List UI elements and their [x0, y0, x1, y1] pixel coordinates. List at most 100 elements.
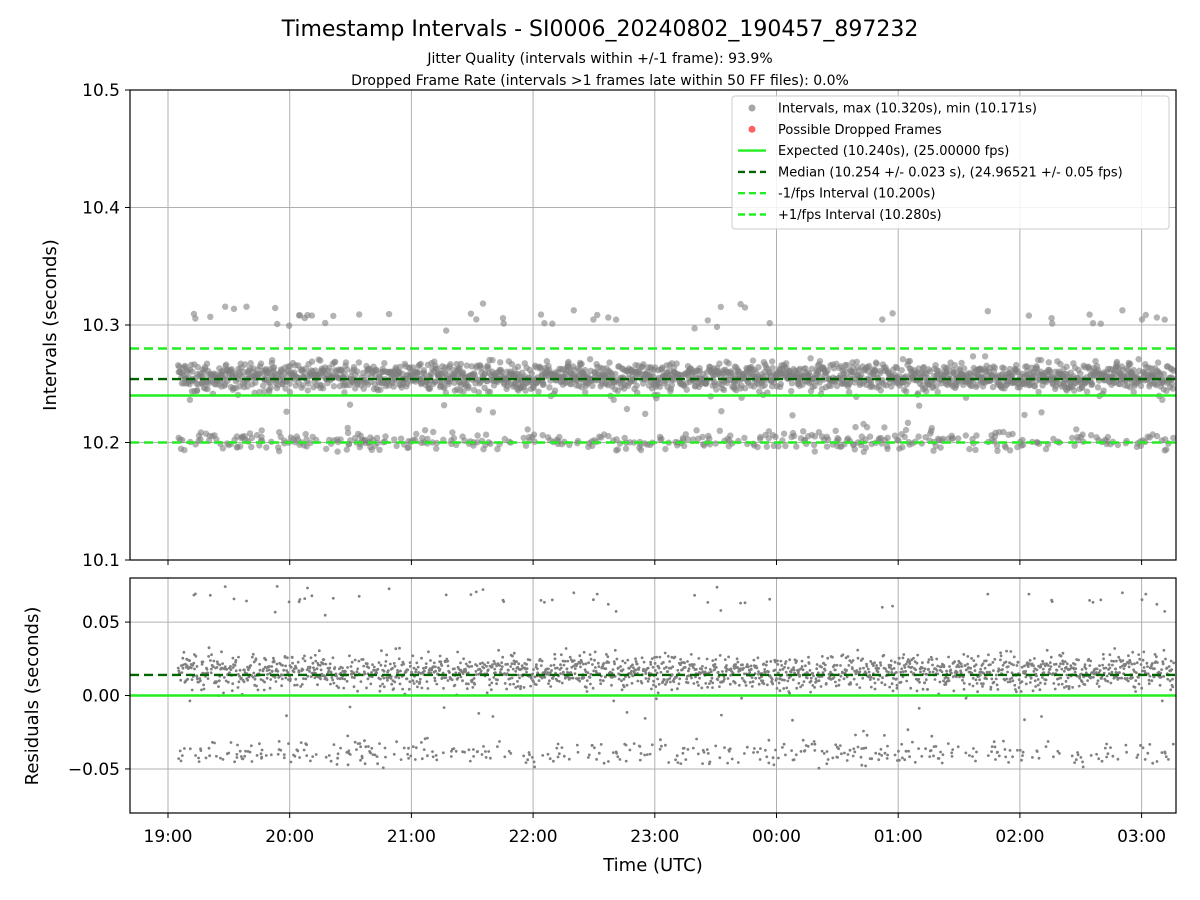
interval-point	[1137, 442, 1145, 449]
residual-point	[724, 669, 728, 673]
interval-point	[737, 300, 744, 308]
residual-point	[309, 675, 313, 678]
residual-point	[525, 663, 528, 666]
residual-point	[1105, 755, 1108, 759]
residual-point	[353, 658, 357, 662]
residual-point	[726, 677, 730, 680]
residual-point	[198, 677, 202, 680]
residual-point	[999, 658, 1002, 662]
residual-point	[1061, 651, 1065, 655]
residual-point	[605, 653, 608, 656]
interval-point	[390, 383, 397, 390]
interval-point	[932, 362, 939, 369]
residual-point	[674, 758, 677, 762]
residual-point	[748, 681, 752, 684]
residual-point	[178, 749, 182, 753]
residual-point	[884, 667, 887, 671]
residual-point	[369, 751, 372, 755]
residual-point	[585, 690, 589, 693]
interval-point	[181, 446, 188, 454]
residual-point	[635, 662, 639, 666]
residual-point	[180, 671, 184, 674]
residual-point	[414, 668, 418, 671]
residual-point	[197, 756, 201, 760]
residual-point	[1036, 683, 1040, 687]
residual-point	[208, 754, 212, 758]
residual-point	[1070, 666, 1073, 670]
residual-point	[209, 659, 212, 662]
residual-point	[300, 683, 304, 686]
residual-point	[879, 663, 883, 667]
residual-point	[853, 750, 857, 754]
interval-point	[283, 408, 290, 415]
residual-point	[258, 742, 261, 746]
residual-point	[593, 658, 596, 662]
residual-point	[782, 742, 786, 746]
residual-point	[585, 679, 589, 682]
residual-point	[509, 752, 513, 755]
residual-point	[180, 754, 184, 757]
residual-point	[364, 745, 368, 749]
residual-point	[236, 686, 240, 689]
interval-point	[346, 401, 354, 408]
residual-point	[792, 668, 796, 672]
residual-point	[532, 760, 536, 764]
interval-point	[413, 430, 420, 438]
residual-point	[1137, 653, 1141, 656]
interval-point	[793, 443, 800, 450]
residual-point	[858, 670, 862, 674]
residual-point	[491, 715, 495, 718]
residual-point	[285, 714, 288, 718]
interval-point	[716, 427, 723, 434]
residual-point	[1035, 674, 1038, 678]
residual-point	[210, 653, 213, 657]
residual-point	[806, 744, 810, 748]
residual-point	[559, 666, 563, 670]
residual-point	[855, 669, 859, 672]
residual-point	[928, 670, 932, 674]
residual-point	[589, 672, 593, 676]
residual-point	[935, 657, 939, 661]
residual-point	[599, 743, 603, 746]
residual-point	[250, 655, 254, 659]
residual-point	[597, 665, 601, 668]
residual-point	[620, 679, 623, 683]
residual-point	[1004, 755, 1008, 759]
interval-point	[718, 408, 725, 415]
residual-point	[900, 742, 904, 746]
residual-point	[1052, 755, 1055, 759]
residual-point	[595, 592, 599, 596]
residual-point	[700, 686, 704, 690]
interval-point	[1063, 363, 1070, 370]
residual-point	[682, 746, 686, 750]
residual-point	[670, 673, 674, 677]
residual-point	[736, 761, 740, 764]
residual-point	[468, 759, 472, 763]
residual-point	[491, 663, 494, 666]
residual-point	[1035, 668, 1039, 672]
residual-point	[522, 754, 526, 758]
residual-point	[345, 751, 349, 754]
residual-point	[511, 667, 515, 671]
residual-point	[617, 666, 620, 670]
residual-point	[393, 664, 397, 668]
residual-point	[1115, 659, 1118, 663]
residual-point	[1126, 679, 1130, 683]
residual-point	[434, 754, 438, 757]
residual-point	[852, 747, 856, 751]
residual-point	[749, 668, 753, 671]
interval-point	[385, 310, 393, 318]
residual-point	[643, 717, 647, 720]
residual-point	[464, 667, 467, 671]
residual-point	[748, 670, 752, 674]
interval-point	[640, 361, 647, 368]
residual-point	[256, 688, 260, 692]
residual-point	[945, 669, 948, 673]
residual-point	[666, 670, 670, 673]
residual-point	[254, 657, 258, 661]
residual-point	[299, 741, 303, 744]
interval-point	[984, 308, 991, 315]
interval-point	[397, 435, 405, 442]
residual-point	[974, 678, 978, 682]
residual-point	[926, 660, 930, 664]
